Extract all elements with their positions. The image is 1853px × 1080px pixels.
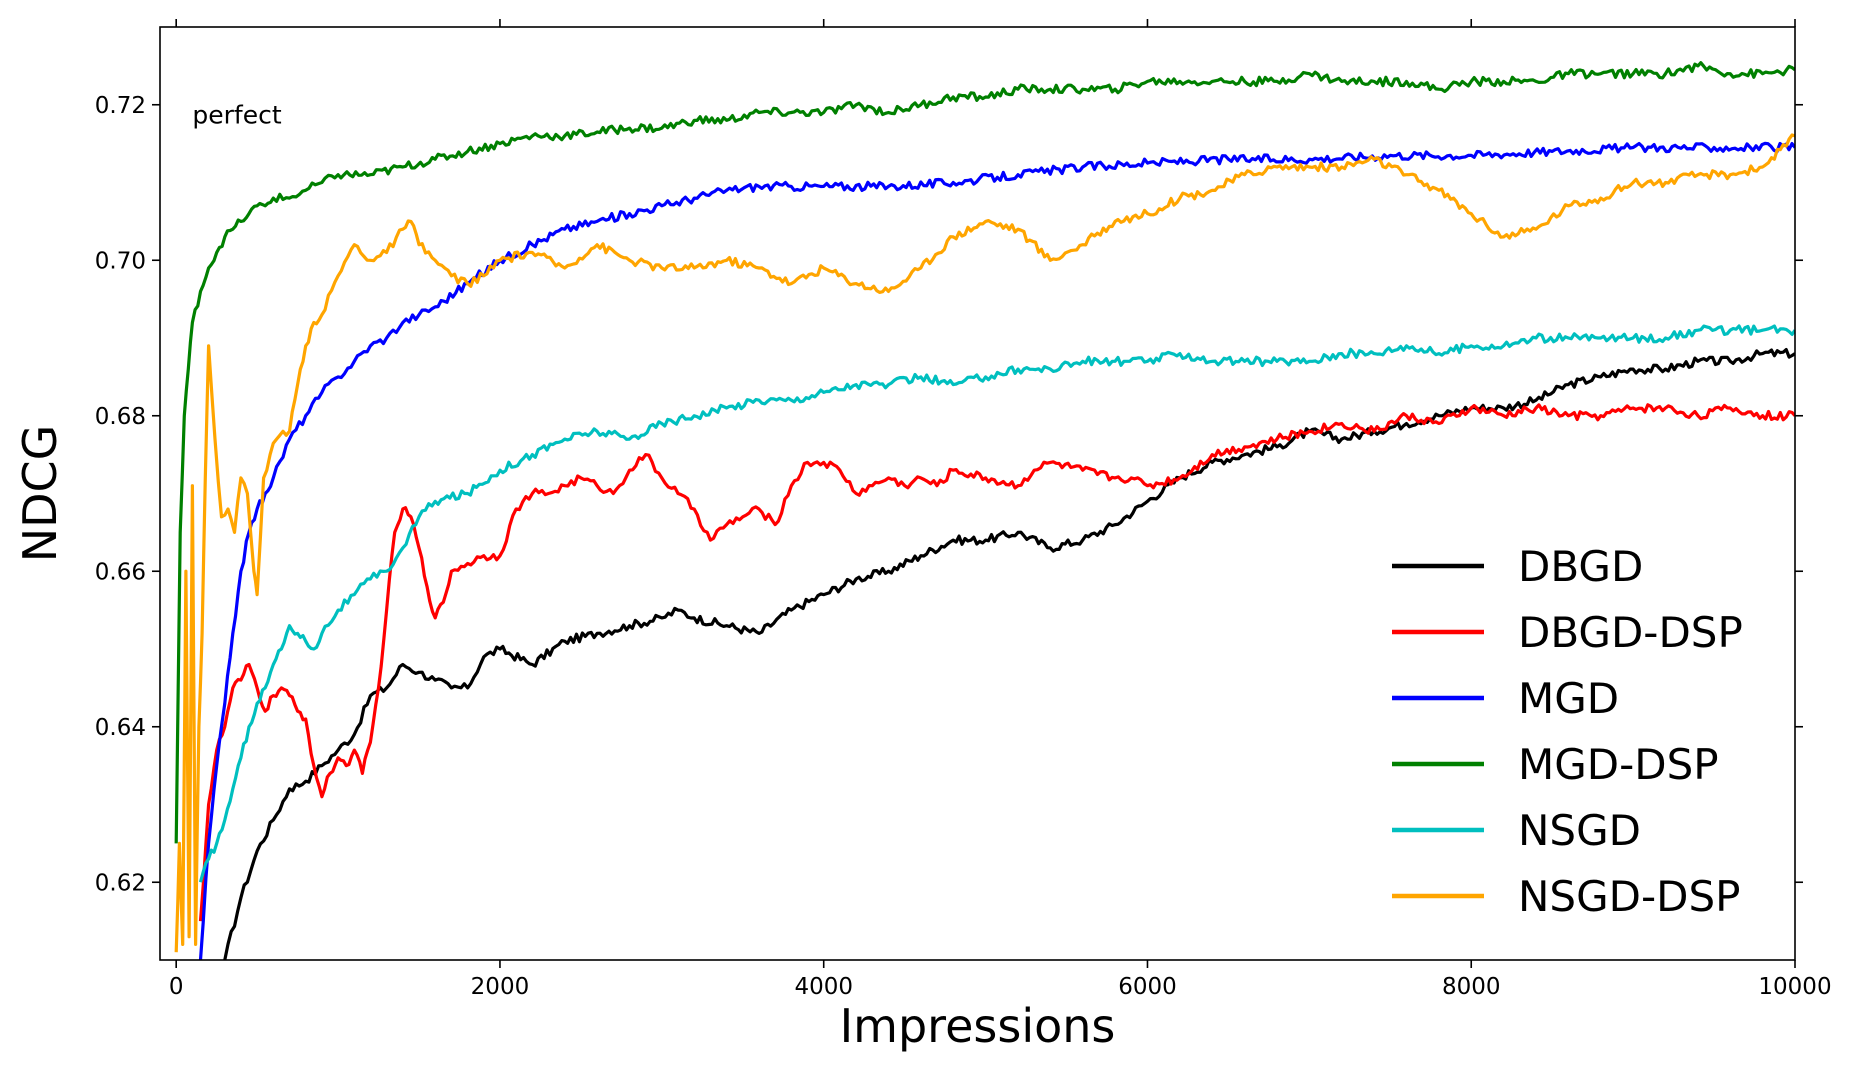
series-line-nsgd [198, 324, 1795, 883]
legend-label-mgd-dsp: MGD-DSP [1518, 740, 1719, 789]
x-tick-label: 6000 [1118, 974, 1177, 1000]
series-line-mgd [198, 141, 1795, 960]
x-tick-label: 4000 [794, 974, 853, 1000]
y-axis-title: NDCG [13, 425, 67, 563]
legend: DBGD DBGD-DSP MGD MGD-DSP NSGD NSGD-DSP [1392, 542, 1743, 921]
series-line-mgd-dsp [174, 61, 1795, 844]
y-tick-label: 0.62 [95, 870, 146, 896]
x-tick-label: 10000 [1758, 974, 1831, 1000]
plot-area-frame [159, 26, 1796, 961]
series-line-dbgd [223, 348, 1795, 960]
legend-label-mgd: MGD [1518, 674, 1619, 723]
x-tick-label: 8000 [1442, 974, 1501, 1000]
legend-label-dbgd: DBGD [1518, 542, 1643, 591]
y-tick-label: 0.70 [95, 248, 146, 274]
series-layer [174, 61, 1795, 960]
y-tick-label: 0.68 [95, 404, 146, 430]
legend-label-nsgd: NSGD [1518, 806, 1641, 855]
y-tick-label: 0.66 [95, 559, 146, 585]
x-tick-label: 2000 [471, 974, 530, 1000]
series-line-nsgd-dsp [174, 133, 1795, 953]
x-tick-label: 0 [169, 974, 184, 1000]
series-line-dbgd-dsp [198, 403, 1795, 922]
annotation-perfect: perfect [192, 101, 281, 130]
y-tick-label: 0.72 [95, 93, 146, 119]
y-tick-label: 0.64 [95, 715, 146, 741]
axis-ticks: 0 2000 4000 6000 8000 10000 0.62 0.64 0.66 0.68 0.… [95, 19, 1832, 1000]
legend-label-nsgd-dsp: NSGD-DSP [1518, 872, 1740, 921]
x-axis-title: Impressions [840, 999, 1116, 1053]
legend-label-dbgd-dsp: DBGD-DSP [1518, 608, 1743, 657]
